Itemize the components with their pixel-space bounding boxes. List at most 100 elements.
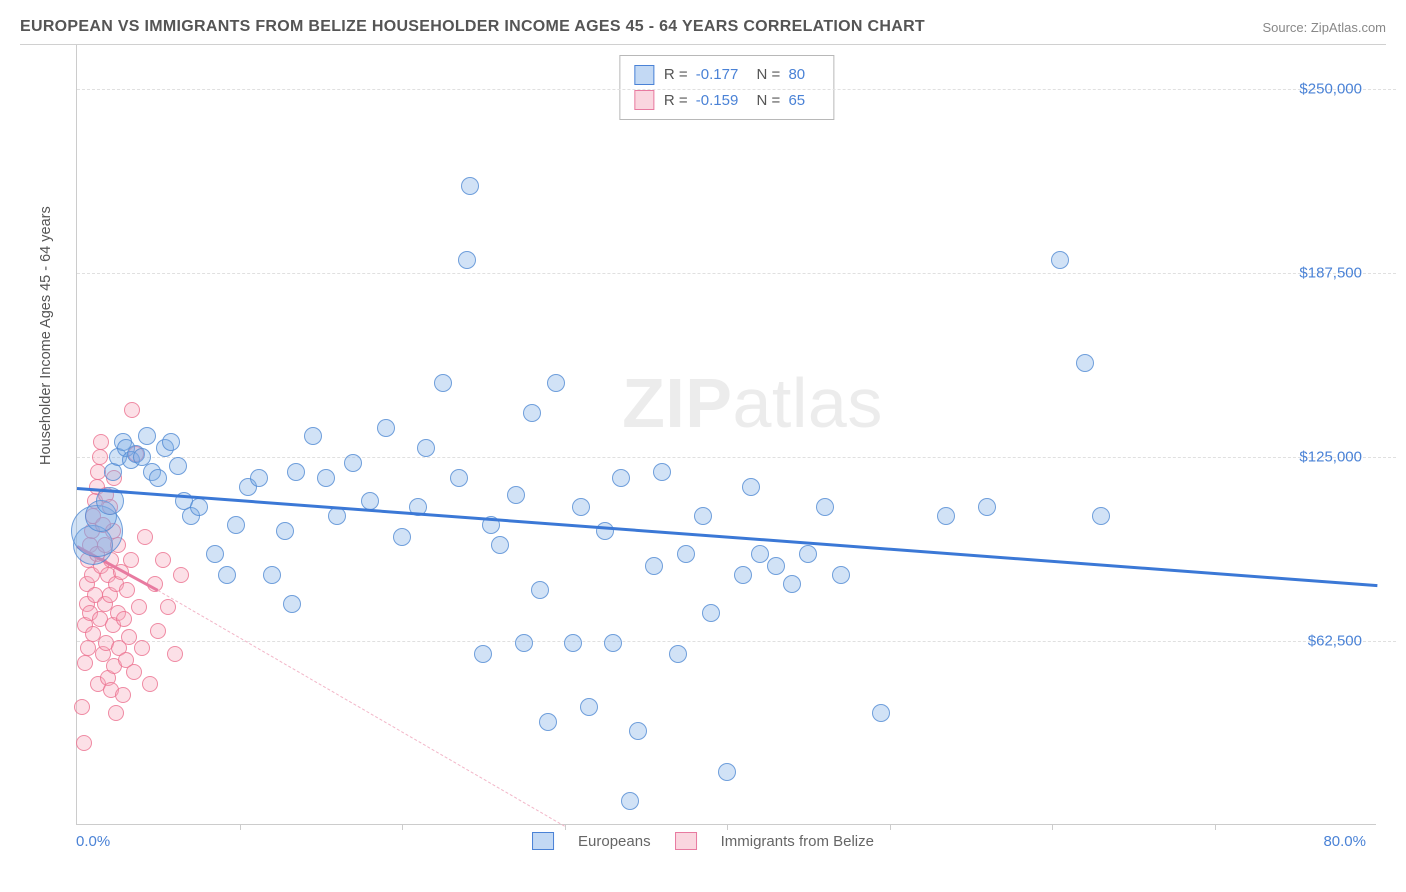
data-point-blue (832, 566, 850, 584)
data-point-blue (799, 545, 817, 563)
data-point-blue (816, 498, 834, 516)
chart-title: EUROPEAN VS IMMIGRANTS FROM BELIZE HOUSE… (20, 18, 925, 36)
data-point-pink (167, 646, 183, 662)
data-point-blue (283, 595, 301, 613)
x-axis-max-label: 80.0% (1323, 833, 1366, 850)
data-point-pink (124, 402, 140, 418)
data-point-blue (263, 566, 281, 584)
trend-line (158, 590, 565, 826)
data-point-blue (734, 566, 752, 584)
data-point-blue (474, 645, 492, 663)
data-point-blue (169, 457, 187, 475)
data-point-pink (173, 567, 189, 583)
data-point-blue (596, 522, 614, 540)
data-point-blue (149, 469, 167, 487)
x-tick (890, 824, 891, 830)
grid-line (77, 89, 1396, 90)
chart-area: Householder Income Ages 45 - 64 years ZI… (20, 44, 1386, 844)
data-point-blue (276, 522, 294, 540)
chart-container: EUROPEAN VS IMMIGRANTS FROM BELIZE HOUSE… (0, 0, 1406, 892)
n-value-pink: 65 (788, 92, 805, 109)
data-point-pink (155, 552, 171, 568)
data-point-blue (434, 374, 452, 392)
data-point-blue (937, 507, 955, 525)
data-point-blue (206, 545, 224, 563)
data-point-blue (677, 545, 695, 563)
source-attribution: Source: ZipAtlas.com (1262, 20, 1386, 35)
swatch-pink-icon (675, 832, 697, 850)
data-point-blue (250, 469, 268, 487)
swatch-blue-icon (634, 65, 654, 85)
data-point-pink (92, 449, 108, 465)
data-point-blue (694, 507, 712, 525)
watermark-bold: ZIP (622, 364, 732, 442)
data-point-pink (77, 655, 93, 671)
data-point-blue (393, 528, 411, 546)
data-point-pink (123, 552, 139, 568)
data-point-blue (751, 545, 769, 563)
data-point-blue (1076, 354, 1094, 372)
legend-row-blue: R = -0.177 N = 80 (634, 62, 819, 88)
data-point-blue (547, 374, 565, 392)
data-point-pink (116, 611, 132, 627)
x-tick (727, 824, 728, 830)
data-point-pink (150, 623, 166, 639)
grid-line (77, 641, 1396, 642)
data-point-blue (491, 536, 509, 554)
data-point-pink (121, 629, 137, 645)
data-point-pink (142, 676, 158, 692)
data-point-blue (718, 763, 736, 781)
data-point-blue (304, 427, 322, 445)
data-point-blue (612, 469, 630, 487)
data-point-blue (461, 177, 479, 195)
data-point-blue (515, 634, 533, 652)
data-point-blue (287, 463, 305, 481)
data-point-pink (74, 699, 90, 715)
data-point-pink (134, 640, 150, 656)
data-point-pink (80, 640, 96, 656)
data-point-blue (580, 698, 598, 716)
data-point-blue (978, 498, 996, 516)
x-tick (402, 824, 403, 830)
data-point-blue (317, 469, 335, 487)
x-tick (240, 824, 241, 830)
x-tick (1052, 824, 1053, 830)
data-point-blue (629, 722, 647, 740)
y-tick-label: $187,500 (1299, 265, 1362, 282)
grid-line (77, 273, 1396, 274)
y-tick-label: $62,500 (1308, 633, 1362, 650)
y-tick-label: $250,000 (1299, 81, 1362, 98)
data-point-blue (138, 427, 156, 445)
watermark: ZIPatlas (622, 363, 883, 443)
data-point-blue (572, 498, 590, 516)
data-point-blue (539, 713, 557, 731)
data-point-blue (783, 575, 801, 593)
x-tick (1215, 824, 1216, 830)
data-point-blue (507, 486, 525, 504)
data-point-blue (218, 566, 236, 584)
y-tick-label: $125,000 (1299, 449, 1362, 466)
x-axis-min-label: 0.0% (76, 833, 110, 850)
data-point-pink (126, 664, 142, 680)
y-axis-title: Householder Income Ages 45 - 64 years (38, 206, 54, 465)
data-point-blue (767, 557, 785, 575)
data-point-blue (162, 433, 180, 451)
n-label: N = (757, 92, 785, 109)
swatch-blue-icon (532, 832, 554, 850)
r-value-blue: -0.177 (696, 66, 739, 83)
data-point-pink (76, 735, 92, 751)
grid-line (77, 457, 1396, 458)
data-point-blue (621, 792, 639, 810)
legend-row-pink: R = -0.159 N = 65 (634, 88, 819, 114)
n-label: N = (757, 66, 785, 83)
data-point-blue (872, 704, 890, 722)
data-point-blue (604, 634, 622, 652)
data-point-blue (1092, 507, 1110, 525)
data-point-blue (450, 469, 468, 487)
data-point-blue (653, 463, 671, 481)
data-point-pink (115, 687, 131, 703)
data-point-blue (458, 251, 476, 269)
legend-label-europeans: Europeans (578, 833, 651, 850)
data-point-blue (377, 419, 395, 437)
data-point-blue (344, 454, 362, 472)
